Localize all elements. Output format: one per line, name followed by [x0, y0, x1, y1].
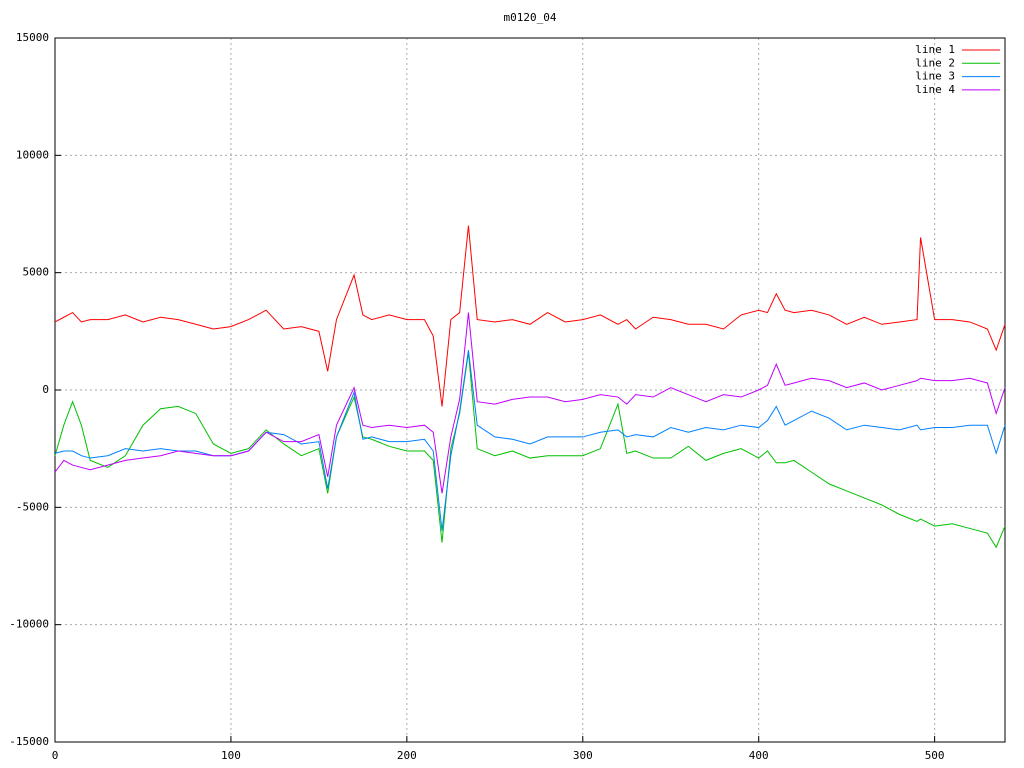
x-tick-label: 400: [749, 749, 769, 762]
x-tick-label: 200: [397, 749, 417, 762]
legend-label: line 3: [915, 70, 955, 83]
data-line: [54, 350, 1006, 531]
chart-title: m0120_04: [504, 11, 557, 24]
y-tick-label: 15000: [16, 31, 49, 44]
y-tick-label: -10000: [9, 618, 49, 631]
y-tick-label: -5000: [16, 500, 49, 513]
y-tick-label: -15000: [9, 735, 49, 748]
data-line: [54, 352, 1006, 549]
x-tick-label: 500: [925, 749, 945, 762]
y-tick-label: 0: [42, 383, 49, 396]
x-tick-label: 100: [221, 749, 241, 762]
x-tick-label: 300: [573, 749, 593, 762]
legend-label: line 2: [915, 56, 955, 69]
data-line: [54, 225, 1006, 407]
y-tick-label: 10000: [16, 148, 49, 161]
x-tick-label: 0: [52, 749, 59, 762]
data-line: [54, 312, 1006, 494]
legend-label: line 4: [915, 83, 955, 96]
y-tick-label: 5000: [23, 266, 50, 279]
legend-label: line 1: [915, 43, 955, 56]
plot-frame: [54, 37, 1006, 743]
